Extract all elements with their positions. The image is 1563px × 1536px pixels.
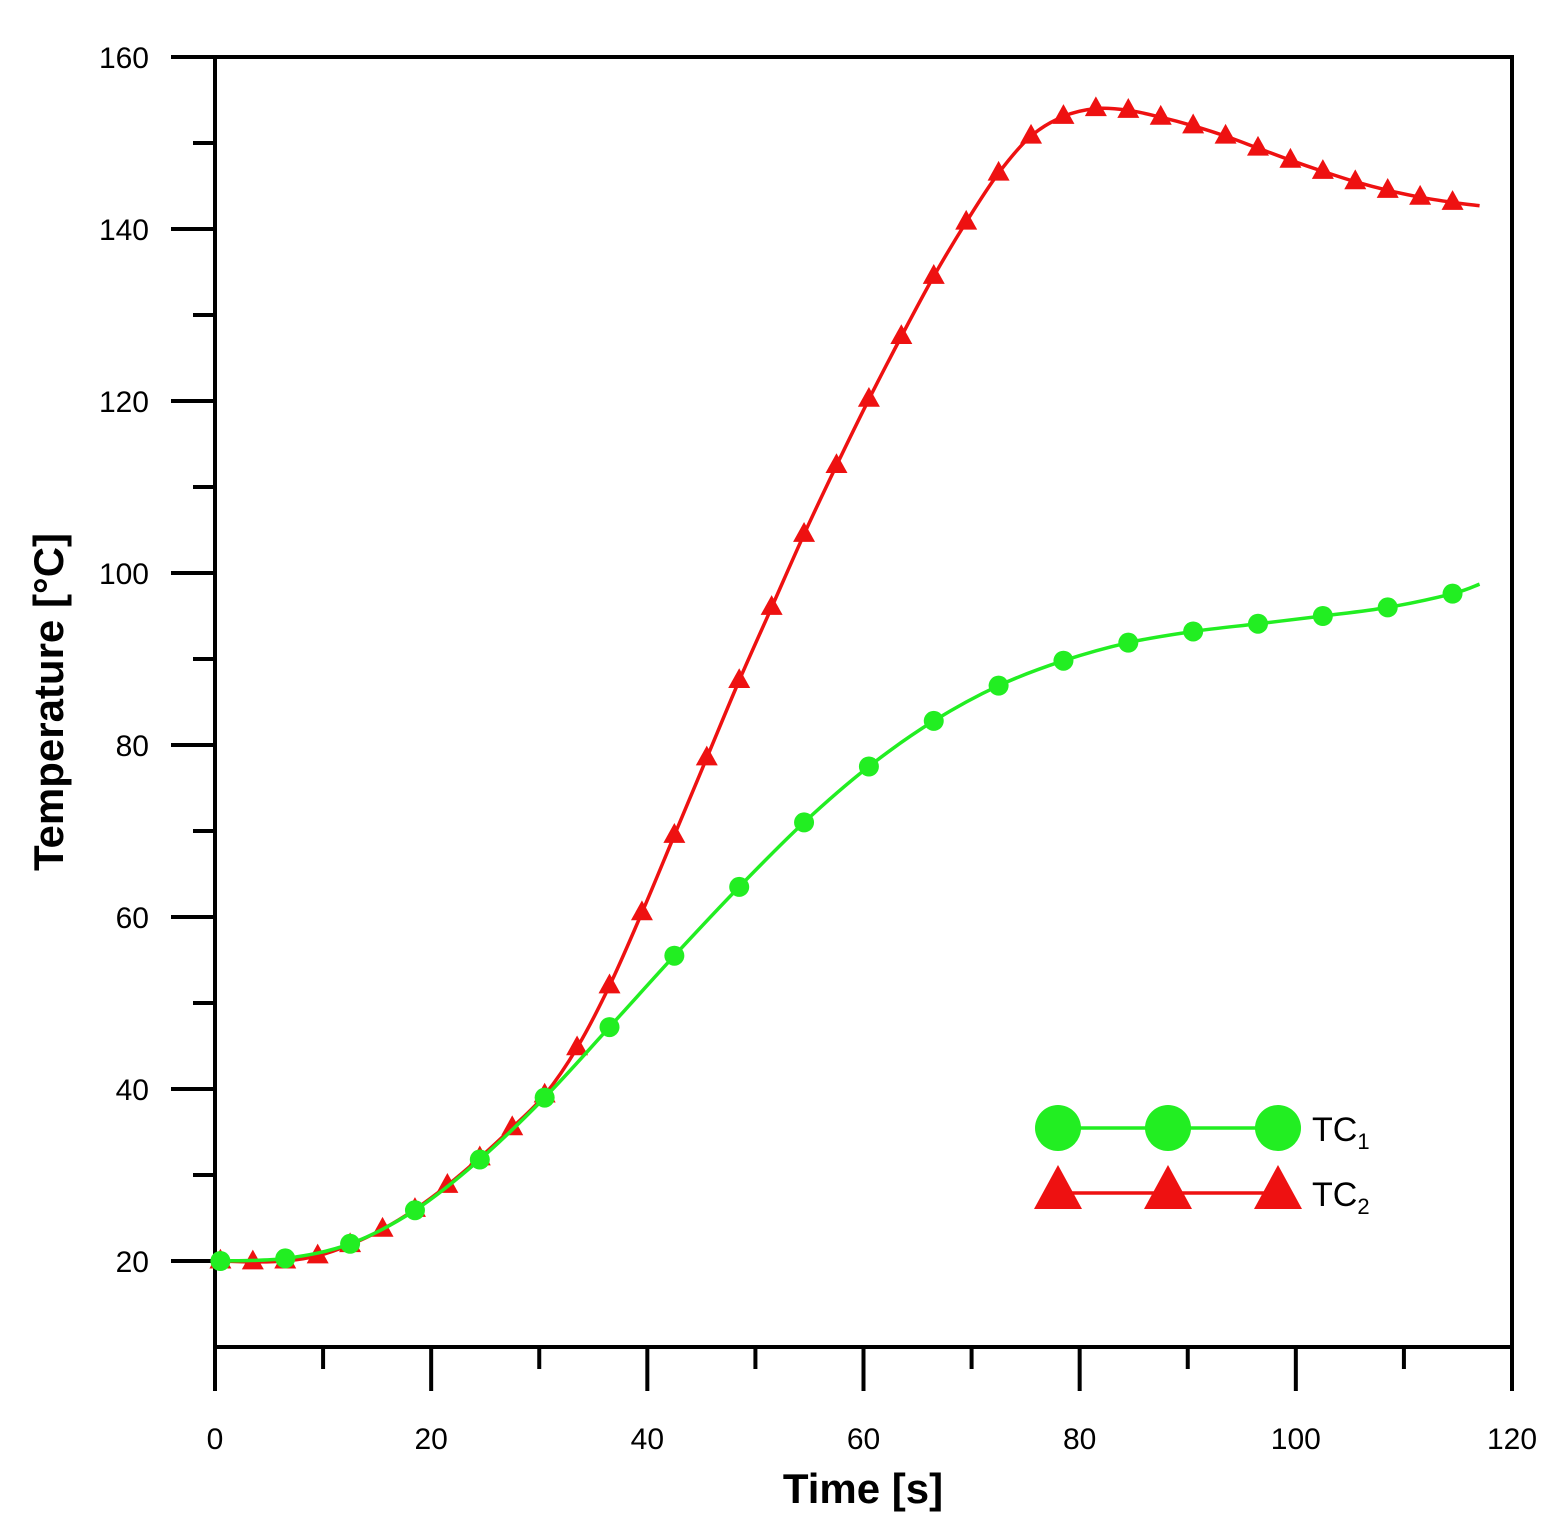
y-tick-label: 100 xyxy=(99,558,149,591)
data-point-tc2 xyxy=(630,900,653,921)
data-point-tc1 xyxy=(1377,597,1398,618)
data-point-tc2 xyxy=(566,1035,589,1056)
y-tick-label: 120 xyxy=(99,386,149,419)
x-tick-label: 40 xyxy=(631,1423,664,1456)
data-point-tc1 xyxy=(210,1251,231,1271)
data-point-tc2 xyxy=(1052,104,1075,124)
data-point-tc1 xyxy=(1053,650,1074,671)
data-point-tc1 xyxy=(534,1087,555,1108)
data-point-tc2 xyxy=(436,1173,459,1193)
x-tick-label: 80 xyxy=(1063,1423,1096,1456)
y-axis-title: Temperature [°C] xyxy=(25,533,72,871)
data-point-tc2 xyxy=(1247,135,1270,156)
data-point-tc1 xyxy=(1118,632,1139,653)
data-point-tc2 xyxy=(1311,159,1334,179)
x-tick-label: 120 xyxy=(1487,1423,1537,1456)
data-point-tc1 xyxy=(404,1200,425,1221)
data-point-tc1 xyxy=(599,1017,620,1038)
data-point-tc2 xyxy=(793,522,816,542)
data-point-tc2 xyxy=(857,387,880,407)
data-point-tc2 xyxy=(1117,98,1140,118)
y-tick-label: 60 xyxy=(116,902,149,935)
x-tick-label: 0 xyxy=(207,1423,224,1456)
data-point-tc2 xyxy=(987,160,1010,181)
series-layer xyxy=(209,96,1481,1271)
plot-frame xyxy=(213,55,1514,1349)
axis-ticks: 0 20 40 60 80 100 120 20 40 60 80 100 120 140 160 xyxy=(99,42,1537,1456)
y-tick-label: 40 xyxy=(116,1074,149,1107)
data-point-tc2 xyxy=(825,453,848,474)
legend-marker xyxy=(1034,1165,1082,1209)
data-point-tc1 xyxy=(1183,621,1204,642)
data-point-tc2 xyxy=(760,595,783,615)
legend-marker xyxy=(1144,1165,1192,1209)
legend-entry-tc1: TC1 xyxy=(1035,1105,1370,1154)
data-point-tc2 xyxy=(1214,123,1237,144)
data-point-tc2 xyxy=(501,1115,524,1136)
data-point-tc2 xyxy=(955,209,978,230)
legend-label-subscript: 1 xyxy=(1357,1129,1369,1154)
y-tick-label: 20 xyxy=(116,1246,149,1279)
legend-marker xyxy=(1254,1165,1302,1209)
data-point-tc2 xyxy=(1376,178,1399,198)
data-point-tc2 xyxy=(1182,113,1205,134)
legend-marker xyxy=(1145,1105,1191,1151)
legend-label: TC1 xyxy=(1312,1111,1370,1154)
y-tick-label: 140 xyxy=(99,214,149,247)
data-point-tc2 xyxy=(1409,184,1432,205)
series-line-tc2 xyxy=(220,106,1480,1264)
data-point-tc1 xyxy=(1442,583,1463,604)
data-point-tc2 xyxy=(695,745,718,766)
data-point-tc2 xyxy=(663,823,686,843)
data-point-tc2 xyxy=(728,668,751,689)
x-tick-label: 100 xyxy=(1271,1423,1321,1456)
y-tick-label: 80 xyxy=(116,730,149,763)
x-tick-label: 20 xyxy=(414,1423,447,1456)
data-point-tc1 xyxy=(340,1233,361,1254)
x-tick-label: 60 xyxy=(847,1423,880,1456)
data-point-tc2 xyxy=(1279,147,1302,168)
data-point-tc1 xyxy=(988,675,1009,696)
data-point-tc1 xyxy=(1248,613,1269,634)
y-tick-label: 160 xyxy=(99,42,149,75)
data-point-tc1 xyxy=(1312,606,1333,626)
series-line-tc1 xyxy=(220,582,1481,1263)
data-point-tc2 xyxy=(890,324,913,345)
data-point-tc2 xyxy=(1084,96,1107,117)
data-point-tc2 xyxy=(1020,123,1043,144)
legend-label-main: TC xyxy=(1312,1176,1357,1214)
legend-label-subscript: 2 xyxy=(1357,1194,1369,1219)
data-point-tc2 xyxy=(598,973,621,994)
series-tc2 xyxy=(209,96,1480,1270)
legend-label: TC2 xyxy=(1312,1176,1370,1219)
data-point-tc1 xyxy=(664,945,685,966)
data-point-tc1 xyxy=(469,1149,490,1170)
legend-label-main: TC xyxy=(1312,1111,1357,1149)
legend-marker xyxy=(1035,1105,1081,1151)
data-point-tc2 xyxy=(1149,104,1172,125)
data-point-tc1 xyxy=(275,1248,296,1269)
data-point-tc2 xyxy=(1344,169,1367,190)
data-point-tc1 xyxy=(794,812,815,833)
data-point-tc2 xyxy=(922,264,945,284)
series-tc1 xyxy=(210,582,1481,1271)
data-point-tc1 xyxy=(858,756,879,777)
legend-entry-tc2: TC2 xyxy=(1034,1165,1370,1219)
legend-marker xyxy=(1255,1105,1301,1151)
data-point-tc1 xyxy=(729,876,750,897)
data-point-tc1 xyxy=(923,710,944,731)
x-axis-title: Time [s] xyxy=(783,1465,943,1512)
data-point-tc2 xyxy=(1441,190,1464,210)
